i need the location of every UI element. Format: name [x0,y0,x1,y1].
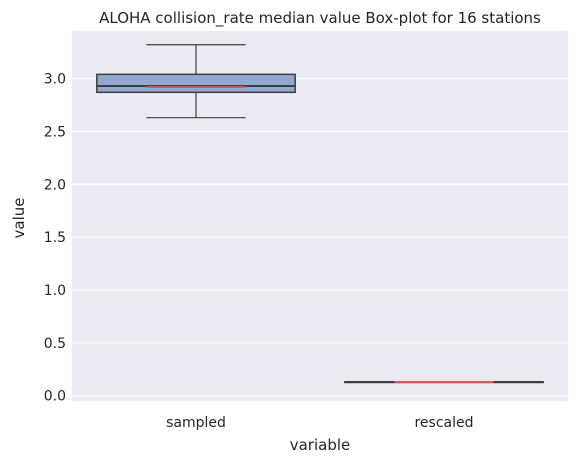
y-axis-label: value [10,198,28,239]
box-rescaled [344,380,544,384]
boxes [96,44,544,384]
y-tick-label: 0.5 [44,336,66,352]
y-tick-label: 2.0 [44,177,66,193]
y-tick-label: 2.5 [44,124,66,140]
chart-title: ALOHA collision_rate median value Box-pl… [99,9,541,28]
x-axis-label: variable [290,436,351,454]
x-axis-ticks: sampled rescaled [166,415,473,431]
y-axis-ticks: 0.0 0.5 1.0 1.5 2.0 2.5 3.0 [44,72,66,405]
gridlines [72,77,568,397]
box-sampled [96,44,296,119]
x-tick-label: sampled [166,415,226,431]
y-tick-label: 0.0 [44,389,66,405]
y-tick-label: 1.5 [44,230,66,246]
box-iqr [96,73,296,94]
y-tick-label: 1.0 [44,283,66,299]
x-tick-label: rescaled [414,415,473,431]
y-tick-label: 3.0 [44,72,66,88]
